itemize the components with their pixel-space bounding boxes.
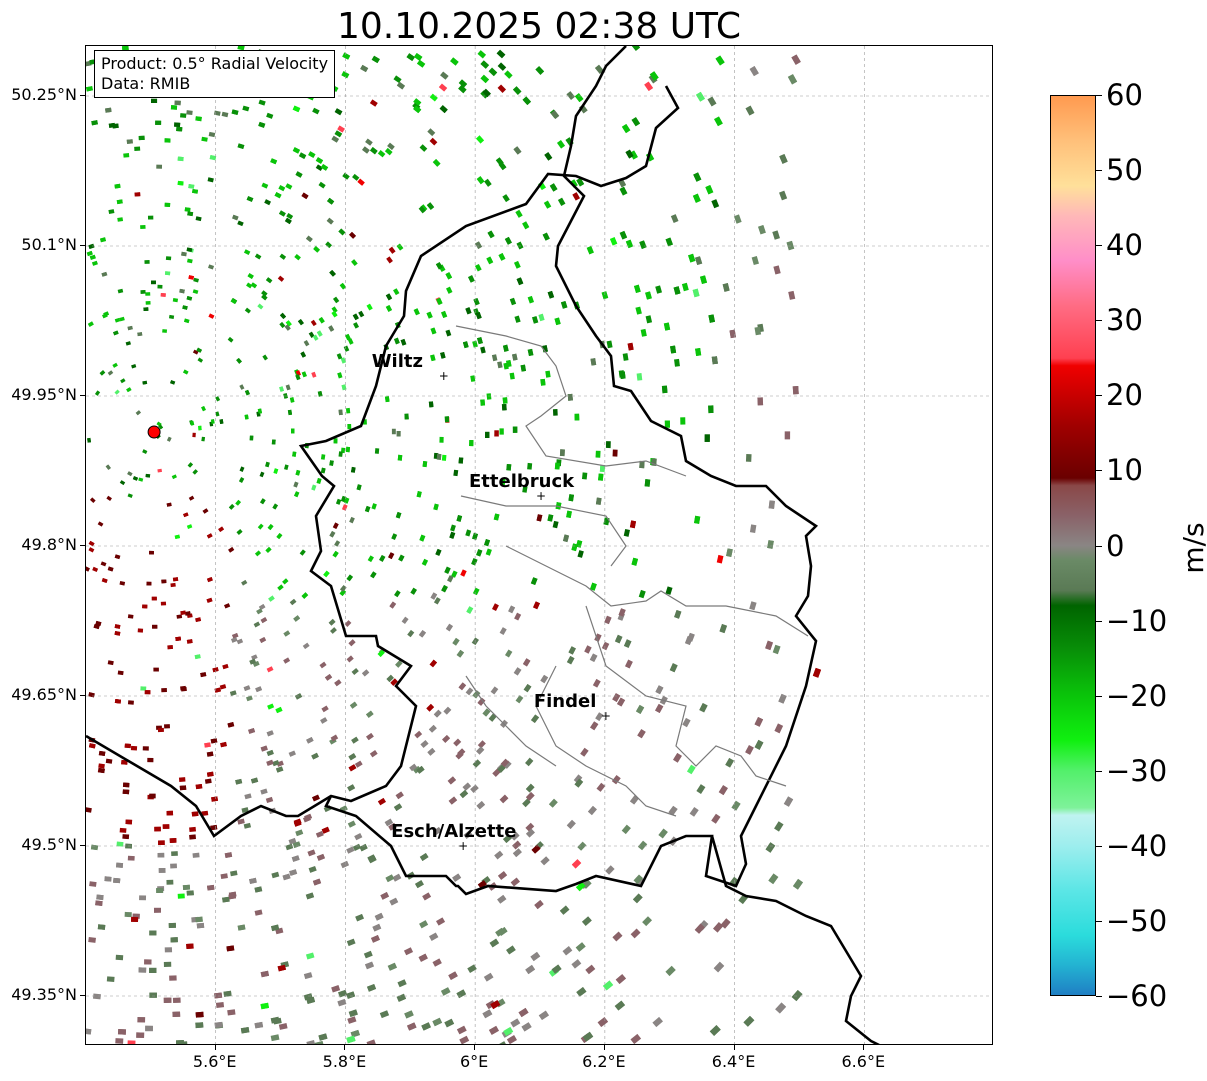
city-marker: + [601,709,611,723]
longitude-tick-label: 6.4°E [711,1052,756,1071]
latitude-tick-label: 49.95°N [11,385,77,404]
latitude-tick [80,245,85,246]
longitude-tick [603,1045,605,1050]
longitude-tick [733,1045,735,1050]
luxembourg-border [86,85,680,838]
colorbar-tick-label: 60 [1106,78,1143,112]
colorbar-tick-label: −50 [1106,903,1168,938]
city-label: Esch/Alzette [391,821,517,842]
longitude-tick-label: 5.6°E [192,1052,237,1071]
latitude-tick [80,695,85,696]
velocity-echo-layer [86,46,822,1044]
colorbar-tick-label: −20 [1106,678,1168,713]
latitude-tick-label: 49.35°N [11,985,77,1004]
colorbar-tick [1096,95,1102,96]
colorbar-tick [1096,320,1102,322]
colorbar-tick [1096,845,1102,847]
city-marker: + [439,369,449,383]
latitude-tick-label: 49.5°N [21,835,77,854]
latitude-tick-label: 49.8°N [21,535,77,554]
longitude-tick [214,1045,216,1050]
longitude-tick-label: 6.2°E [582,1052,626,1071]
latitude-tick-label: 50.25°N [11,85,77,104]
longitude-tick [863,1045,865,1050]
radar-site-marker [147,425,161,439]
colorbar-tick-label: 50 [1106,153,1143,188]
radar-map-canvas: + + + + [86,46,992,1044]
city-marker: + [536,489,546,503]
colorbar-tick-label: 30 [1106,303,1143,338]
colorbar-tick-label: −60 [1106,979,1168,1013]
radar-map[interactable]: + + + + [85,45,993,1045]
graticule [86,46,992,1044]
longitude-tick [474,1045,476,1050]
city-label: Ettelbruck [469,471,575,492]
colorbar-tick [1096,920,1102,922]
country-borders [86,46,880,1044]
velocity-colorbar [1050,95,1096,996]
colorbar-tick-label: −10 [1106,603,1168,638]
data-source-label: Data: RMIB [101,74,191,93]
latitude-tick [80,395,85,396]
colorbar-tick [1096,770,1102,772]
latitude-tick-label: 50.1°N [21,235,77,254]
latitude-tick [80,845,85,846]
colorbar-tick [1096,545,1102,547]
colorbar-tick [1096,996,1102,997]
city-label: Findel [533,691,597,712]
colorbar-tick-label: −40 [1106,828,1168,863]
latitude-tick-label: 49.65°N [11,685,77,704]
longitude-tick-label: 6.6°E [841,1052,886,1071]
latitude-tick [80,995,85,996]
product-label: Product: 0.5° Radial Velocity [101,54,329,73]
product-info-box: Product: 0.5° Radial Velocity Data: RMIB [94,50,336,98]
longitude-tick-label: 6°E [459,1052,489,1071]
city-marker: + [458,839,468,853]
colorbar-tick-label: 10 [1106,453,1143,488]
longitude-tick-label: 5.8°E [322,1052,367,1071]
latitude-tick [80,95,85,96]
colorbar-tick [1096,620,1102,622]
colorbar-tick [1096,470,1102,472]
latitude-tick [80,545,85,546]
colorbar-tick [1096,395,1102,397]
colorbar-tick-label: −30 [1106,753,1168,788]
colorbar-tick [1096,695,1102,697]
canton-borders [455,325,809,817]
germany-border [710,835,880,1044]
colorbar-tick-label: 20 [1106,378,1143,413]
map-title: 10.10.2025 02:38 UTC [336,6,742,47]
colorbar-unit-label: m/s [1177,522,1207,574]
colorbar-tick-label: 40 [1106,228,1143,263]
longitude-tick [344,1045,346,1050]
luxembourg-border-south [324,46,819,896]
colorbar-tick-label: 0 [1106,528,1125,563]
city-label: Wiltz [371,351,423,372]
colorbar-tick [1096,245,1102,247]
colorbar-tick [1096,170,1102,172]
